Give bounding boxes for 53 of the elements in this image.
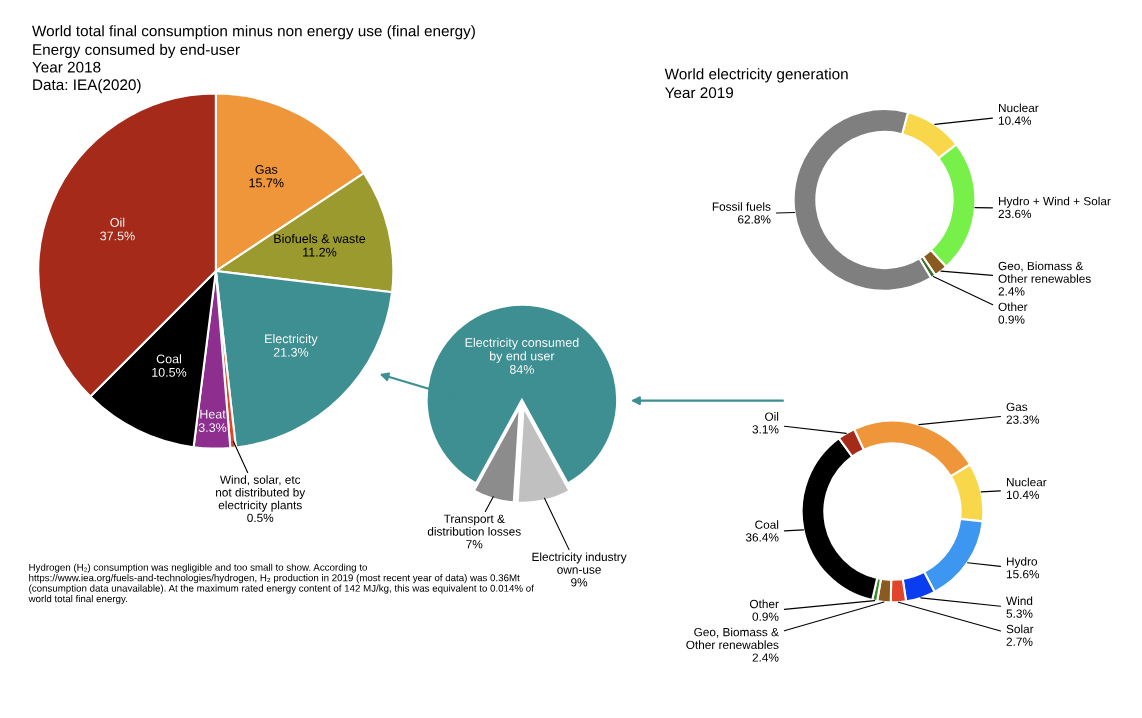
data-label: 5.3% <box>1006 609 1033 618</box>
slice-label: Hydro <box>1006 556 1038 568</box>
slice-label: Fossil fuels <box>712 202 771 211</box>
data-label: 21.3% <box>273 347 309 357</box>
slice-label: Oil <box>110 217 125 227</box>
slice-label: Coal <box>156 354 181 364</box>
slice-label: Oil <box>765 412 779 421</box>
data-label: 15.7% <box>249 178 284 188</box>
data-label: 36.4% <box>745 533 779 542</box>
data-label: 84% <box>509 365 534 374</box>
slice-label: Geo, Biomass & Other renewables <box>998 261 1091 283</box>
data-label: 3.3% <box>198 423 227 432</box>
slice-label: Gas <box>1006 402 1028 412</box>
slice-label: Nuclear <box>1006 477 1047 487</box>
data-label: 10.4% <box>998 116 1032 125</box>
data-label: 0.9% <box>998 315 1025 324</box>
slice-label: Transport & distribution losses <box>427 514 521 536</box>
data-label: 62.8% <box>738 215 771 224</box>
data-label: 15.6% <box>1006 570 1040 579</box>
data-label: 0.5% <box>247 513 274 523</box>
slice-label: Other <box>998 302 1028 312</box>
slice-label: Electricity industry own-use <box>532 552 627 574</box>
chart-subtitle: Energy consumed by end-user Year 2018 Data: IEA(2020) <box>32 43 240 94</box>
data-label: 37.5% <box>100 231 135 241</box>
data-label: 2.4% <box>752 653 779 662</box>
data-label: 9% <box>571 578 588 587</box>
slice-label: Biofuels & waste <box>274 233 366 244</box>
data-label: 0.9% <box>752 612 779 621</box>
data-label: 23.3% <box>1006 415 1040 424</box>
slice-label: Wind <box>1006 596 1033 606</box>
text: Hydrogen (H₂) consumption was negligible and too small to show. According to https://www.iea.org/fuels-and-technologies/hydrogen, H₂ production in 2019 (most recent year of data) was 0.36Mt (consumption data unavailable). At the maximum rated energy content of 142 MJ/kg, this was equivalent to 0.014% of world total final energy. <box>28 563 534 605</box>
chart-subtitle: Year 2019 <box>664 87 734 99</box>
slice-label: Coal <box>755 520 779 529</box>
slice-label: Hydro + Wind + Solar <box>999 196 1111 208</box>
slice-label: Wind, solar, etc not distributed by electricity plants <box>216 475 306 512</box>
slice-label: Geo, Biomass & Other renewables <box>686 627 779 650</box>
slice-label: Electricity <box>265 334 318 346</box>
data-label: 2.4% <box>998 287 1025 296</box>
slice-label: Electricity consumed by end user <box>465 337 579 363</box>
data-label: 7% <box>466 540 483 549</box>
data-label: 10.4% <box>1006 490 1040 500</box>
slice-label: Nuclear <box>999 103 1039 113</box>
data-label: 10.5% <box>152 367 187 377</box>
data-label: 3.1% <box>752 425 779 434</box>
slice-label: Heat <box>200 409 226 419</box>
slice-label: Solar <box>1006 624 1034 634</box>
data-label: 23.6% <box>998 209 1032 219</box>
slice-label: Other <box>749 599 779 609</box>
data-label: 2.7% <box>1006 637 1033 646</box>
chart-title: World total final consumption minus non energy use (final energy) <box>32 25 475 40</box>
slice-label: Gas <box>255 165 278 174</box>
data-label: 11.2% <box>303 247 337 257</box>
chart-title: World electricity generation <box>664 68 848 83</box>
